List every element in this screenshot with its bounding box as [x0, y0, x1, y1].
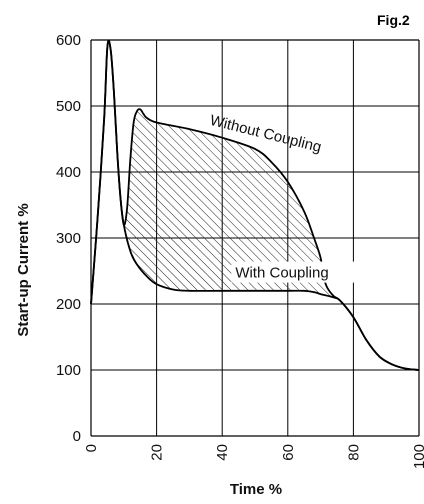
- x-tick-label: 80: [345, 444, 362, 461]
- x-tick-label: 20: [149, 444, 166, 461]
- y-tick-label: 600: [56, 32, 81, 49]
- y-tick-label: 100: [56, 362, 81, 379]
- x-tick-label: 100: [411, 444, 424, 469]
- y-tick-label: 0: [73, 428, 81, 445]
- annotation-with-coupling: With Coupling: [235, 265, 328, 282]
- x-axis-title: Time %: [230, 481, 282, 498]
- series-lines: [90, 39, 420, 371]
- shaded-difference-region: [123, 109, 334, 298]
- x-tick-label: 40: [214, 444, 231, 461]
- y-tick-label: 200: [56, 296, 81, 313]
- y-tick-label: 300: [56, 230, 81, 247]
- x-axis-ticks: 0 20 40 60 80 100: [83, 444, 424, 469]
- y-tick-label: 500: [56, 98, 81, 115]
- x-tick-label: 0: [83, 444, 100, 452]
- x-tick-label: 60: [280, 444, 297, 461]
- series-line-with-coupling: [90, 39, 420, 371]
- y-axis-title: Start-up Current %: [15, 203, 32, 336]
- y-tick-label: 400: [56, 164, 81, 181]
- annotation-background: [231, 261, 356, 283]
- figure-label: Fig.2: [377, 12, 410, 28]
- y-axis-ticks: 0 100 200 300 400 500 600: [56, 32, 81, 445]
